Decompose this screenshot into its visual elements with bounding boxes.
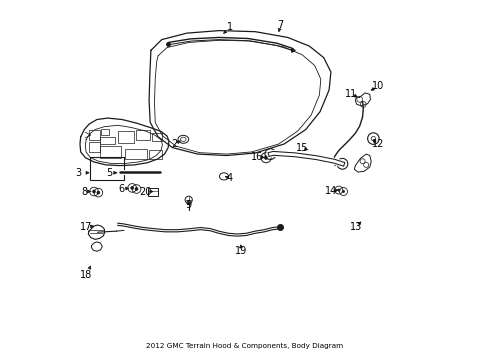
Text: 1: 1 — [226, 22, 233, 32]
Text: 20: 20 — [139, 186, 151, 197]
Bar — [149, 150, 162, 159]
Text: 10: 10 — [371, 81, 383, 91]
Bar — [118, 131, 134, 143]
Circle shape — [130, 186, 134, 190]
Text: 2: 2 — [171, 139, 177, 149]
Text: 11: 11 — [344, 89, 356, 99]
Text: 4: 4 — [226, 173, 233, 183]
Bar — [89, 130, 100, 140]
Text: 15: 15 — [295, 143, 307, 153]
Text: 19: 19 — [234, 246, 246, 256]
Text: 14: 14 — [324, 186, 336, 196]
Circle shape — [268, 152, 272, 156]
Text: 3: 3 — [75, 168, 81, 178]
Bar — [125, 149, 147, 159]
Text: 18: 18 — [80, 270, 92, 280]
Text: 9: 9 — [185, 200, 191, 210]
Circle shape — [264, 156, 267, 159]
Text: 13: 13 — [349, 222, 362, 232]
Bar — [136, 130, 150, 140]
Text: 8: 8 — [81, 186, 87, 197]
Text: 16: 16 — [250, 152, 263, 162]
Circle shape — [337, 189, 340, 192]
Text: 12: 12 — [371, 139, 383, 149]
Text: 7: 7 — [277, 20, 283, 30]
Circle shape — [134, 187, 138, 191]
Circle shape — [92, 190, 96, 193]
Bar — [101, 129, 109, 135]
Bar — [89, 142, 100, 152]
Bar — [101, 146, 121, 158]
Text: 5: 5 — [106, 168, 112, 178]
Text: 6: 6 — [118, 184, 124, 194]
Circle shape — [96, 191, 100, 194]
Circle shape — [340, 162, 344, 166]
Circle shape — [342, 190, 344, 193]
Bar — [89, 157, 123, 180]
Text: 17: 17 — [80, 222, 92, 232]
Bar — [151, 133, 162, 141]
Bar — [148, 188, 158, 196]
Text: 2012 GMC Terrain Hood & Components, Body Diagram: 2012 GMC Terrain Hood & Components, Body… — [145, 343, 343, 348]
Bar — [101, 137, 115, 144]
